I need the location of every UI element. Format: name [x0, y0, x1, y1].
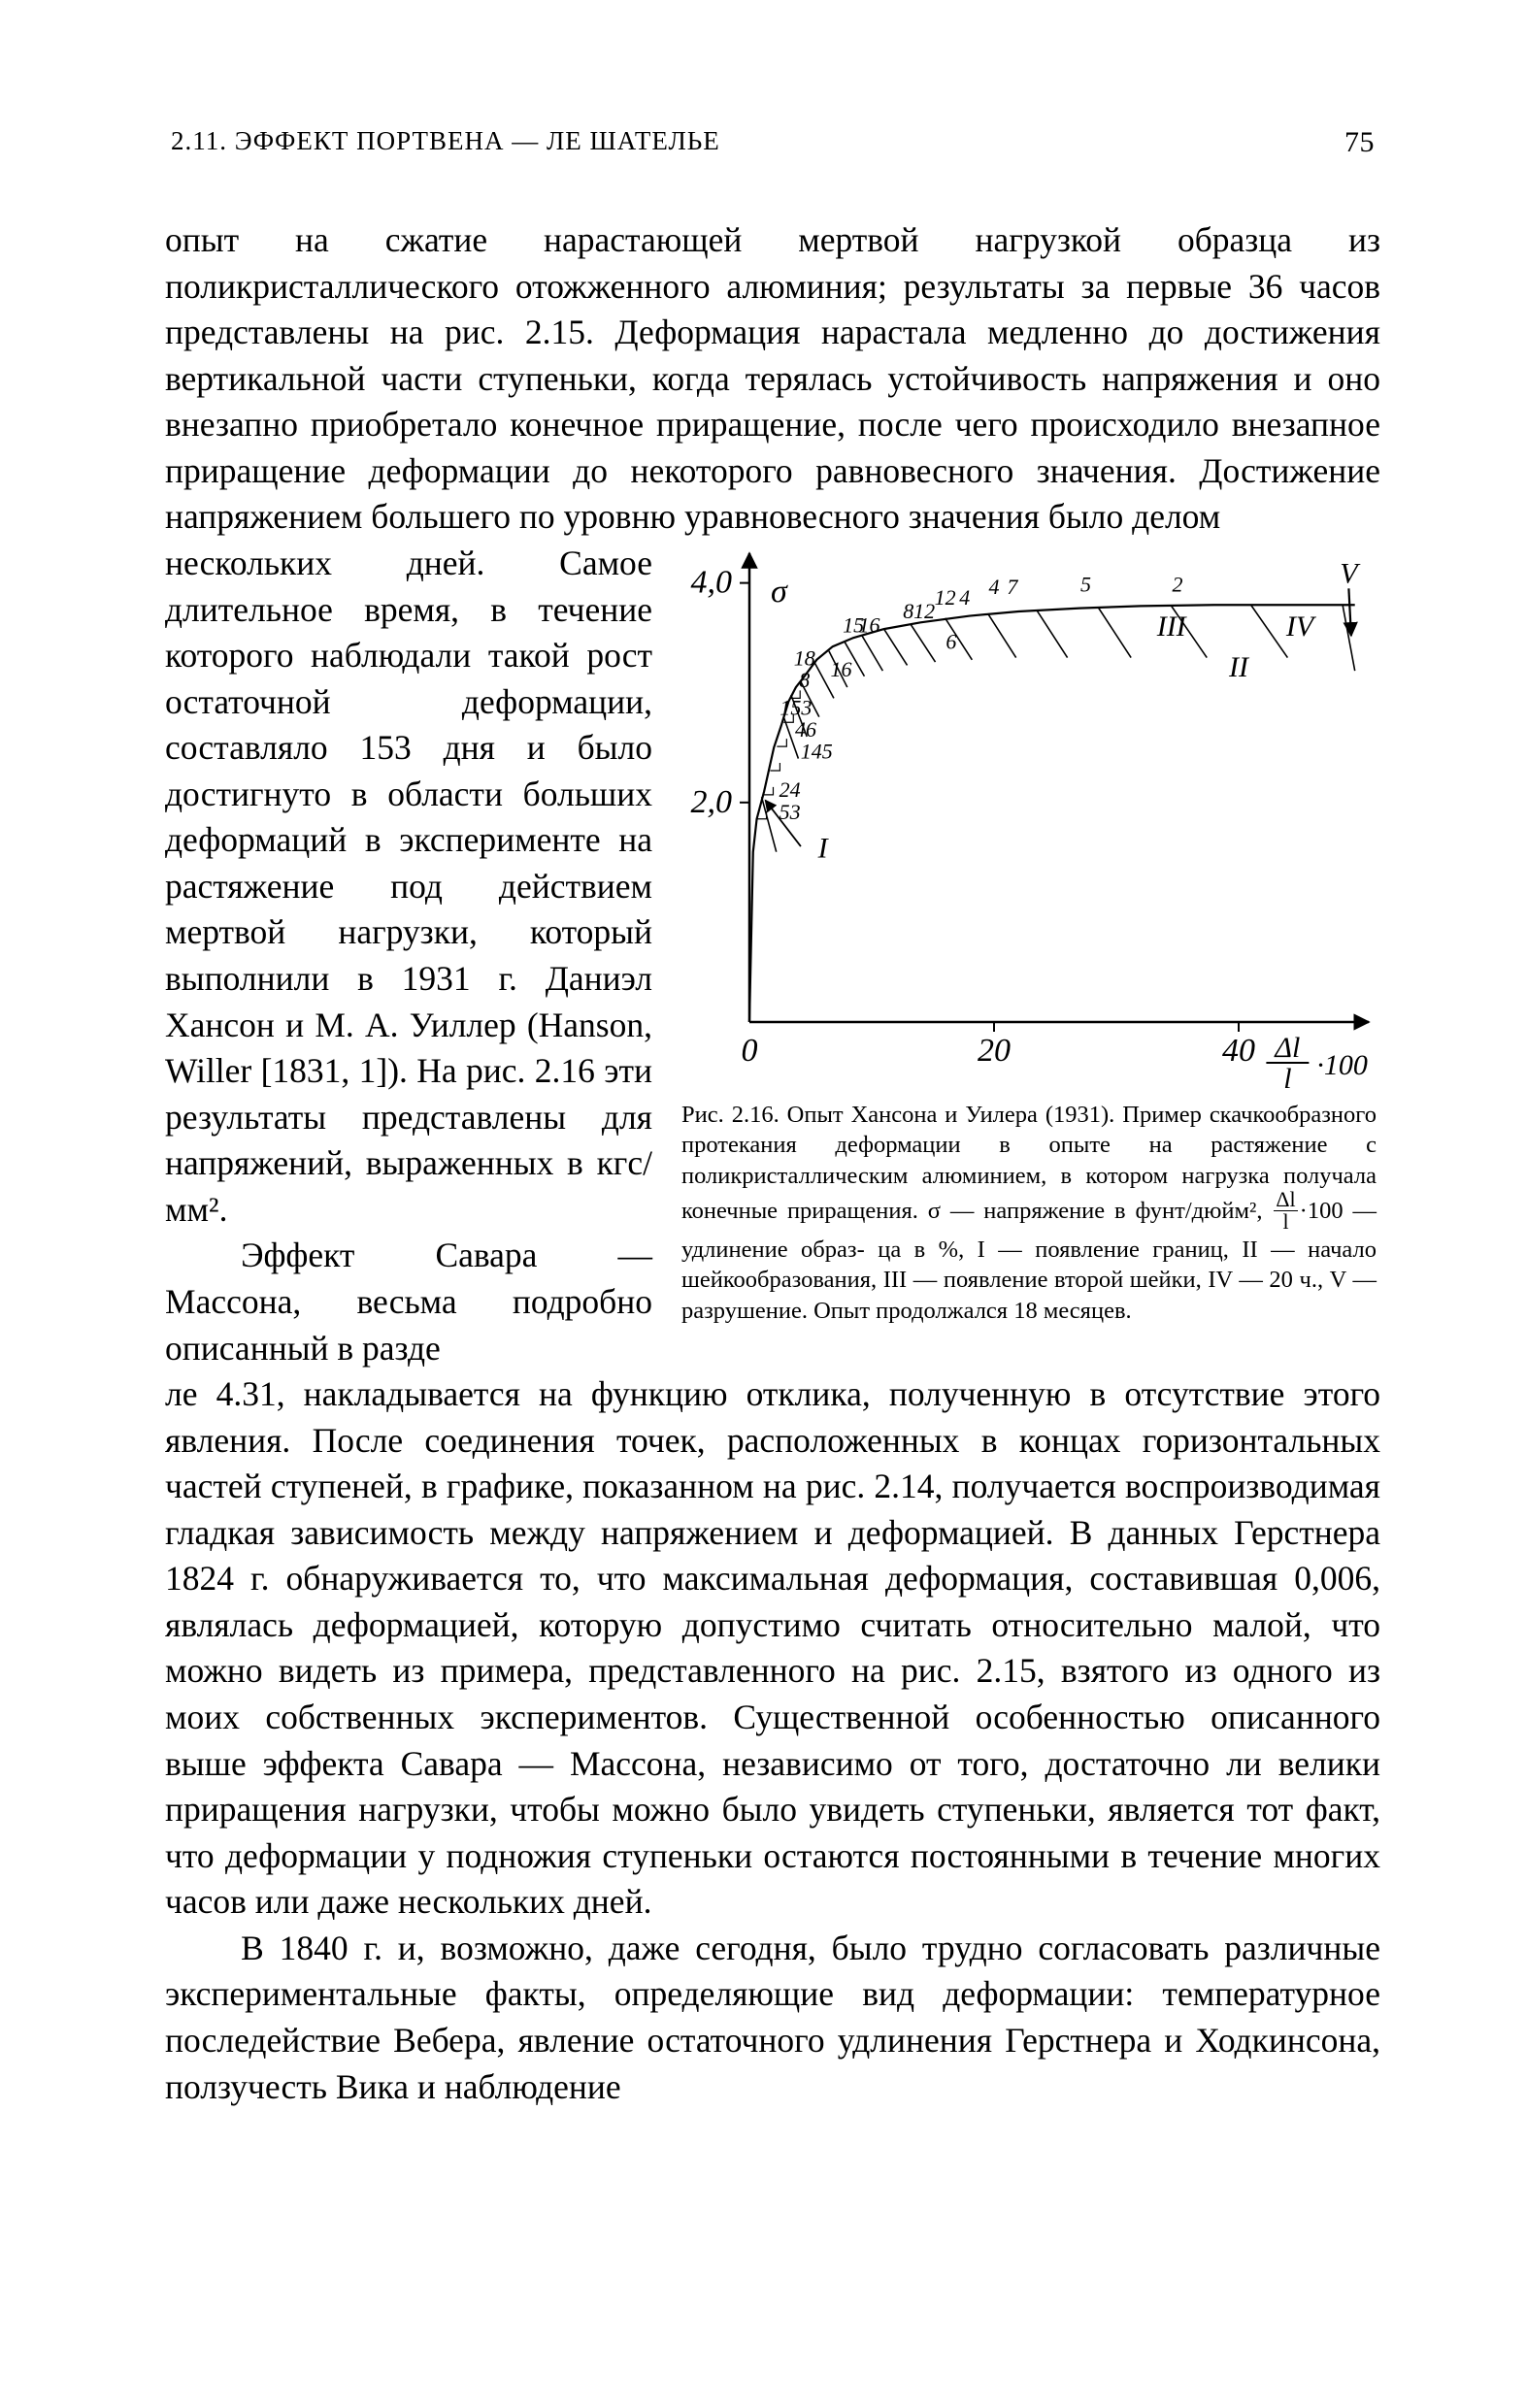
svg-text:40: 40 [1222, 1033, 1255, 1069]
svg-text:7: 7 [1007, 575, 1018, 599]
svg-text:4,0: 4,0 [691, 565, 733, 601]
svg-text:σ: σ [771, 574, 788, 610]
svg-text:20: 20 [978, 1033, 1011, 1069]
svg-text:0: 0 [742, 1033, 758, 1069]
svg-text:5: 5 [1080, 573, 1091, 597]
svg-text:2: 2 [1173, 573, 1183, 597]
svg-text:III: III [1156, 610, 1188, 643]
svg-text:l: l [1283, 1063, 1291, 1090]
svg-text:V: V [1340, 558, 1361, 590]
svg-text:12: 12 [913, 599, 935, 623]
svg-text:Δl: Δl [1274, 1032, 1300, 1064]
svg-text:II: II [1228, 651, 1250, 683]
svg-text:53: 53 [780, 800, 801, 824]
svg-text:145: 145 [801, 740, 833, 764]
caption-lead: Рис. 2.16. Опыт Хансона и Уилера (1931).… [681, 1102, 1377, 1224]
svg-text:4: 4 [959, 585, 970, 610]
svg-text:18: 18 [794, 645, 815, 670]
svg-text:8: 8 [799, 668, 810, 692]
svg-text:46: 46 [795, 717, 816, 742]
svg-text:I: I [817, 832, 830, 864]
caption-frac: Δll [1274, 1189, 1297, 1233]
svg-text:12: 12 [935, 585, 956, 610]
running-header: 2.11. ЭФФЕКТ ПОРТВЕНА — ЛЕ ШАТЕЛЬЕ 75 [165, 126, 1380, 159]
body-text: опыт на сжатие нарастающей мертвой нагру… [165, 217, 1380, 2110]
svg-text:4: 4 [989, 575, 1000, 599]
section-title: 2.11. ЭФФЕКТ ПОРТВЕНА — ЛЕ ШАТЕЛЬЕ [171, 126, 720, 159]
svg-text:6: 6 [945, 629, 956, 653]
svg-text:2,0: 2,0 [691, 784, 733, 820]
page-number: 75 [1344, 126, 1375, 159]
svg-text:16: 16 [858, 612, 879, 637]
paragraph-4: В 1840 г. и, возможно, даже сегодня, был… [165, 1926, 1380, 2110]
svg-text:IV: IV [1285, 610, 1317, 643]
svg-text:8: 8 [903, 599, 913, 623]
svg-text:24: 24 [780, 777, 801, 802]
paragraph-3-cont: ле 4.31, накладывается на функцию отклик… [165, 1371, 1380, 1926]
svg-text:153: 153 [780, 695, 812, 719]
paragraph-1: опыт на сжатие нарастающей мертвой нагру… [165, 217, 1380, 541]
svg-text:16: 16 [831, 657, 852, 681]
chart-svg: 020402,04,0σΔll·100153461452453188151616… [681, 546, 1380, 1090]
figure-2-16: 020402,04,0σΔll·100153461452453188151616… [681, 546, 1380, 1326]
svg-text:·100: ·100 [1316, 1049, 1368, 1081]
figure-caption: Рис. 2.16. Опыт Хансона и Уилера (1931).… [681, 1100, 1380, 1326]
